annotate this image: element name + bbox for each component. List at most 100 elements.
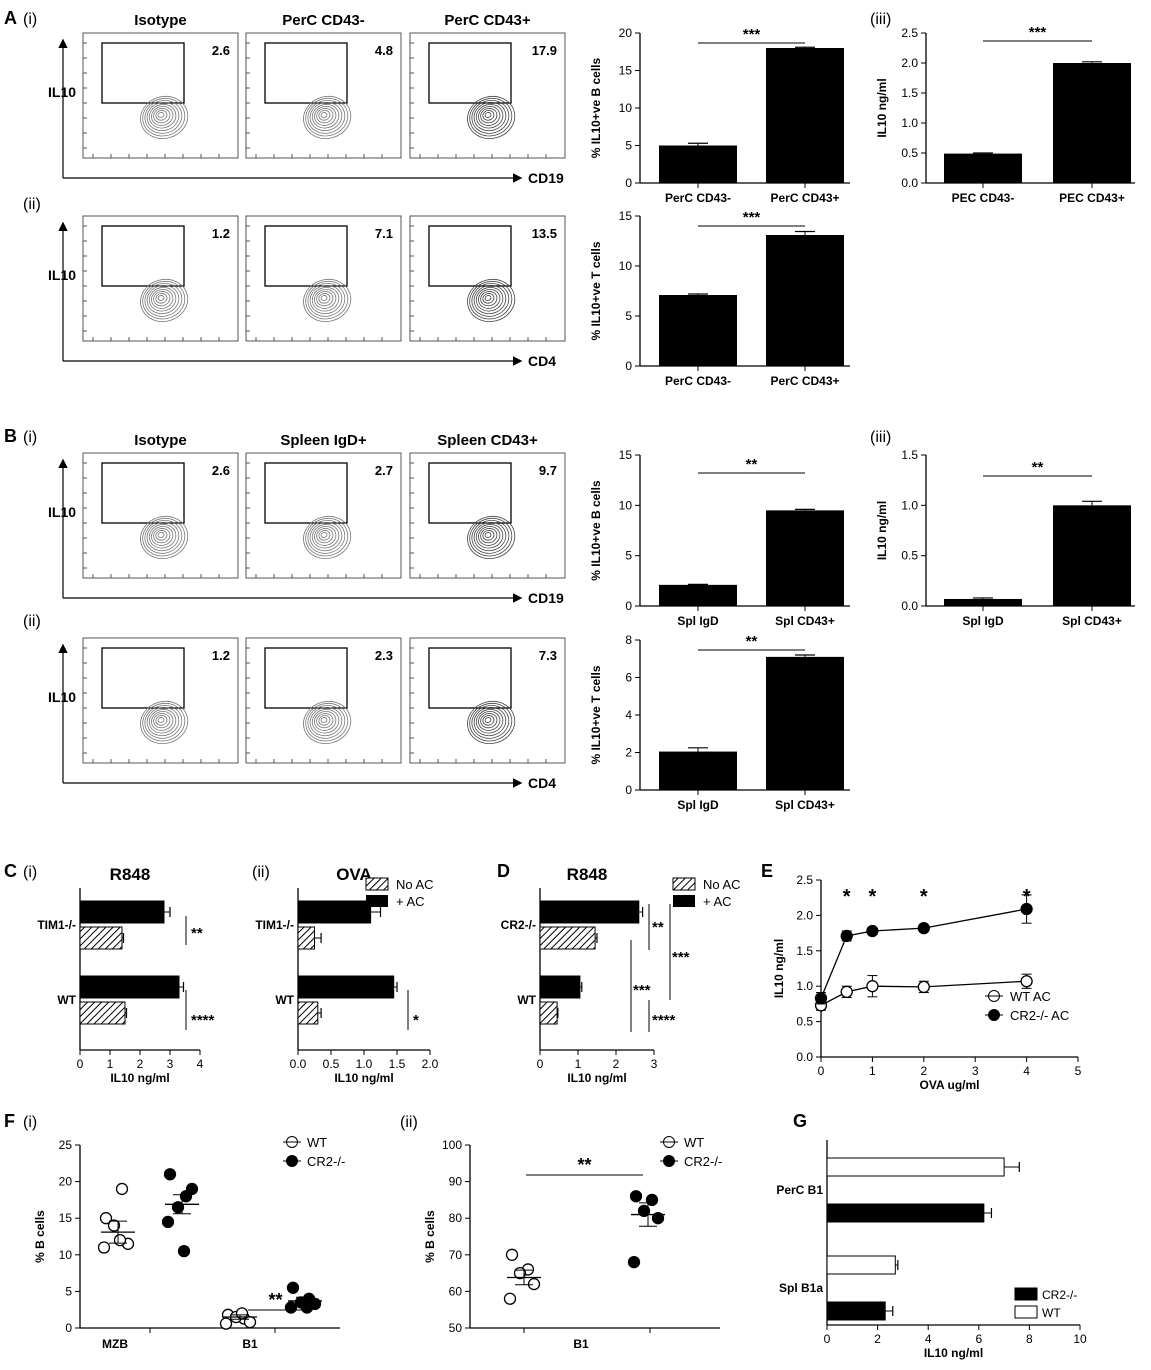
bar: [766, 235, 844, 366]
y-tick-label: 20: [619, 26, 633, 40]
flow-contour: [157, 112, 165, 118]
flow-contour: [478, 526, 501, 546]
x-tick-label: 2: [920, 1064, 927, 1078]
x-tick-label: 1.0: [356, 1057, 373, 1071]
flow-contour: [142, 97, 186, 137]
data-point: [629, 1190, 643, 1203]
chart-f-ii: 50 60 70 80 90 100 % B cells B1 ** WT CR2-/-: [423, 1135, 722, 1351]
flow-contour: [471, 99, 510, 134]
x-tick-label: PerC CD43+: [770, 191, 839, 205]
data-point: [840, 929, 853, 943]
flow-contour: [146, 522, 180, 552]
data-point: [917, 921, 930, 935]
flow-contour: [142, 702, 186, 742]
x-tick-label: 3: [167, 1057, 174, 1071]
y-tick-label: 10: [59, 1248, 73, 1262]
data-point: [284, 1301, 298, 1314]
x-axis-label: IL10 ng/ml: [567, 1071, 626, 1085]
flow-contour: [309, 102, 343, 132]
flow-contour: [480, 713, 498, 729]
flow-contour: [473, 102, 507, 132]
panel-sublabel-c-ii: (ii): [252, 864, 270, 881]
data-point: [637, 1204, 651, 1218]
data-point: [163, 1168, 177, 1181]
x-tick-label: 0.5: [323, 1057, 340, 1071]
bar: [79, 926, 123, 950]
legend-label: WT: [307, 1135, 327, 1150]
bar: [659, 584, 737, 606]
chart-g: 0 2 4 6 8 10 IL10 ng/ml PerC B1 Spl B1a CR2-/- WT: [776, 1140, 1087, 1360]
flow-gate-value: 1.2: [212, 648, 230, 663]
y-tick-label: 5: [625, 139, 632, 153]
flow-contour: [467, 700, 516, 744]
x-tick-label: MZB: [102, 1337, 128, 1351]
x-tick-label: 1.5: [389, 1057, 406, 1071]
flow-contour: [307, 704, 346, 739]
legend-swatch-hatched: [672, 877, 696, 891]
flow-gate-value: 2.7: [375, 463, 393, 478]
group-label: WT: [517, 993, 536, 1007]
data-point: [219, 1317, 233, 1330]
legend-label: + AC: [396, 894, 425, 909]
data-point: [177, 1244, 191, 1258]
panel-letter-g: G: [793, 1111, 807, 1131]
flow-contour: [307, 99, 346, 134]
flow-y-label: IL10: [48, 689, 76, 705]
flow-contour: [467, 95, 516, 139]
legend-label: CR2-/-: [684, 1154, 722, 1169]
flow-contour: [475, 709, 504, 734]
y-tick-label: 0.5: [901, 549, 918, 563]
legend-swatch-hatched: [365, 877, 389, 891]
chart-b-b-cells: 0 5 10 15 % IL10+ve B cells Spl IgD Spl CD43+ *…: [589, 448, 850, 628]
data-point: [651, 1212, 665, 1225]
chart-a-b-cells: 0 5 10 15 20 % IL10+ve B cells PerC CD43- PerC …: [589, 26, 850, 205]
flow-gate: [264, 225, 348, 287]
significance-label: ***: [743, 26, 761, 43]
flow-gate-value: 2.3: [375, 648, 393, 663]
flow-gate: [264, 42, 348, 104]
flow-contour: [475, 104, 504, 129]
panel-sublabel-c-i: (i): [23, 864, 37, 881]
y-tick-label: 25: [59, 1138, 73, 1152]
flow-contour: [469, 517, 513, 557]
flow-gate: [101, 462, 185, 524]
y-tick-label: 2.0: [796, 908, 813, 922]
flow-gate-value: 9.7: [539, 463, 557, 478]
bar: [297, 1001, 319, 1025]
x-tick-label: 1: [869, 1064, 876, 1078]
bar: [1053, 63, 1131, 183]
legend-swatch-solid: [366, 895, 388, 907]
bar: [826, 1203, 985, 1223]
y-axis-label: % B cells: [33, 1210, 47, 1263]
flow-contour: [142, 280, 186, 320]
flow-contour: [140, 515, 189, 559]
y-tick-label: 15: [619, 64, 633, 78]
data-point: [107, 1219, 121, 1232]
y-tick-label: 10: [619, 259, 633, 273]
flow-contour: [311, 524, 340, 549]
x-tick-label: B1: [573, 1337, 589, 1351]
flow-x-label: CD19: [528, 170, 564, 186]
x-tick-label: 2.0: [422, 1057, 439, 1071]
bar: [944, 598, 1022, 606]
flow-contour: [480, 291, 498, 307]
flow-contour: [305, 280, 349, 320]
bar: [297, 926, 315, 950]
flow-plot-title: PerC CD43-: [282, 12, 365, 29]
group-label: TIM1-/-: [37, 918, 76, 932]
x-tick-label: Spl CD43+: [775, 798, 835, 812]
flow-contour: [469, 97, 513, 137]
y-tick-label: 15: [619, 209, 633, 223]
flow-contour: [142, 517, 186, 557]
y-tick-label: 5: [625, 549, 632, 563]
flow-plot-title: Spleen CD43+: [437, 432, 538, 449]
x-tick-label: PerC CD43+: [770, 374, 839, 388]
y-axis-label: % B cells: [423, 1210, 437, 1263]
flow-x-label: CD4: [528, 353, 556, 369]
significance-label: ***: [672, 949, 690, 966]
flow-gate: [428, 647, 512, 709]
flow-gate-value: 1.2: [212, 226, 230, 241]
y-tick-label: 2.0: [901, 56, 918, 70]
flow-contour: [316, 713, 334, 729]
flow-contour: [144, 704, 183, 739]
